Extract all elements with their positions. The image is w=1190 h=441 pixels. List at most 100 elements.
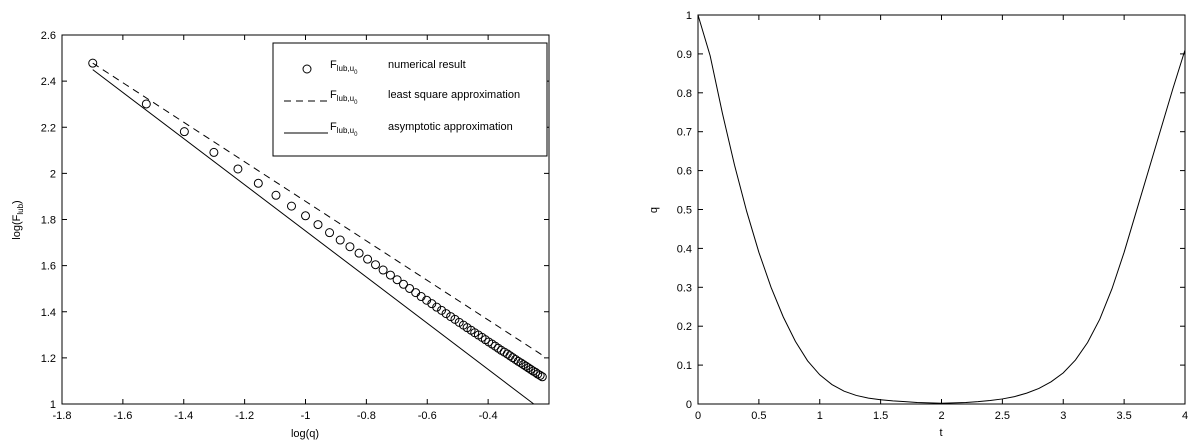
y-tick-label: 1.8 (41, 215, 56, 227)
right-x-axis-label: t (939, 427, 942, 439)
legend-entry-3-text: asymptotic approximation (388, 121, 513, 133)
x-tick-label: -1 (301, 410, 311, 422)
legend-entry-2-symbol: Flub,u0 (330, 89, 358, 106)
y-tick-label: 2.6 (41, 30, 56, 42)
data-point (411, 288, 421, 298)
legend-circle-marker (302, 64, 312, 74)
legend-box (272, 42, 548, 157)
left-legend: Flub,u0 numerical result Flub,u0 least s… (272, 42, 548, 157)
data-point (432, 302, 442, 312)
y-tick-label: 0.1 (677, 360, 692, 372)
data-point (513, 356, 523, 366)
right-plot-frame (697, 14, 1186, 405)
right-y-axis-label: q (648, 207, 660, 213)
y-tick-label: 0.3 (677, 282, 692, 294)
data-point (141, 99, 151, 109)
x-tick-label: 0.5 (751, 410, 766, 422)
data-point (523, 363, 533, 373)
data-point (518, 360, 528, 370)
data-point (535, 370, 545, 380)
data-point (385, 270, 395, 280)
y-tick-label: 0 (686, 399, 692, 411)
x-tick-label: 1.5 (873, 410, 888, 422)
y-tick-label: 0.6 (677, 166, 692, 178)
x-tick-label: 4 (1182, 410, 1188, 422)
left-y-label-main: log(F (11, 214, 23, 239)
data-point (516, 358, 526, 368)
x-tick-label: 2.5 (995, 410, 1010, 422)
left-y-ticks: 1 1.2 1.4 1.6 1.8 2 2.2 2.4 2.6 (41, 30, 549, 411)
data-point (508, 353, 518, 363)
x-tick-label: -0.6 (418, 410, 437, 422)
left-plot: -1.8 -1.6 -1.4 -1.2 -1 -0.8 -0.6 -0.4 1 1.2 1.4 1.… (11, 30, 550, 440)
data-point (354, 248, 364, 258)
data-point (253, 178, 263, 188)
x-tick-label: -1.8 (53, 410, 72, 422)
y-tick-label: 2.2 (41, 122, 56, 134)
y-tick-label: 0.7 (677, 127, 692, 139)
solid-series-line (92, 69, 535, 405)
data-point (521, 361, 531, 371)
y-tick-label: 1.6 (41, 261, 56, 273)
left-x-ticks: -1.8 -1.6 -1.4 -1.2 -1 -0.8 -0.6 -0.4 (53, 35, 498, 422)
legend-entry-2-text: least square approximation (388, 89, 520, 101)
data-point (441, 309, 451, 319)
data-point (335, 235, 345, 245)
data-point (505, 351, 515, 361)
y-tick-label: 0.4 (677, 243, 692, 255)
x-tick-label: -0.8 (357, 410, 376, 422)
left-x-axis-label: log(q) (291, 428, 319, 440)
data-point (487, 339, 497, 349)
right-series (697, 14, 1186, 404)
left-y-axis-label: log(Flub) (11, 200, 25, 239)
data-point (179, 127, 189, 137)
left-series (88, 58, 547, 405)
data-point (528, 366, 538, 376)
legend-entry-1-text: numerical result (388, 59, 466, 71)
data-point (345, 242, 355, 252)
x-tick-label: 0 (695, 410, 701, 422)
data-point (313, 220, 323, 230)
right-x-ticks: 0 0.5 1 1.5 2 2.5 3 3.5 4 (695, 15, 1188, 422)
data-point (490, 341, 500, 351)
data-point (209, 147, 219, 157)
data-point (526, 364, 536, 374)
data-point (325, 228, 335, 238)
y-tick-label: 1 (50, 399, 56, 411)
data-point (301, 211, 310, 221)
data-point (88, 58, 98, 68)
data-point (378, 265, 388, 275)
y-tick-label: 0.2 (677, 321, 692, 333)
data-point (437, 305, 447, 315)
left-y-label-sub: lub (16, 203, 25, 214)
data-point (233, 164, 243, 174)
x-tick-label: -1.6 (113, 410, 132, 422)
x-tick-label: -0.4 (479, 410, 498, 422)
y-tick-label: 1 (686, 10, 692, 22)
x-tick-label: 1 (817, 410, 823, 422)
y-tick-label: 0.5 (677, 205, 692, 217)
y-tick-label: 2 (50, 168, 56, 180)
data-point (416, 292, 426, 302)
left-y-label-tail: ) (11, 200, 23, 204)
data-point (363, 254, 373, 264)
legend-entry-1-symbol: Flub,u0 (330, 59, 358, 76)
data-point (271, 190, 281, 200)
right-y-ticks: 0 0.1 0.2 0.3 0.4 0.5 0.6 0.7 0.8 0.9 1 (677, 10, 1185, 411)
legend-entry-3-symbol: Flub,u0 (330, 121, 358, 138)
right-plot: 0 0.5 1 1.5 2 2.5 3 3.5 4 0 0.1 0.2 0.3 0.4 0.5 0.6 0.7… (648, 10, 1188, 439)
dashed-series-line (92, 62, 543, 356)
x-tick-label: 3.5 (1116, 410, 1131, 422)
data-point (537, 372, 547, 382)
x-tick-label: -1.4 (174, 410, 193, 422)
y-tick-label: 1.4 (41, 307, 56, 319)
data-point (531, 367, 541, 377)
y-tick-label: 2.4 (41, 76, 56, 88)
x-tick-label: -1.2 (235, 410, 254, 422)
y-tick-label: 1.2 (41, 353, 56, 365)
data-point (392, 275, 402, 285)
x-tick-label: 3 (1060, 410, 1066, 422)
solid-series-line (697, 14, 1186, 404)
x-tick-label: 2 (938, 410, 944, 422)
